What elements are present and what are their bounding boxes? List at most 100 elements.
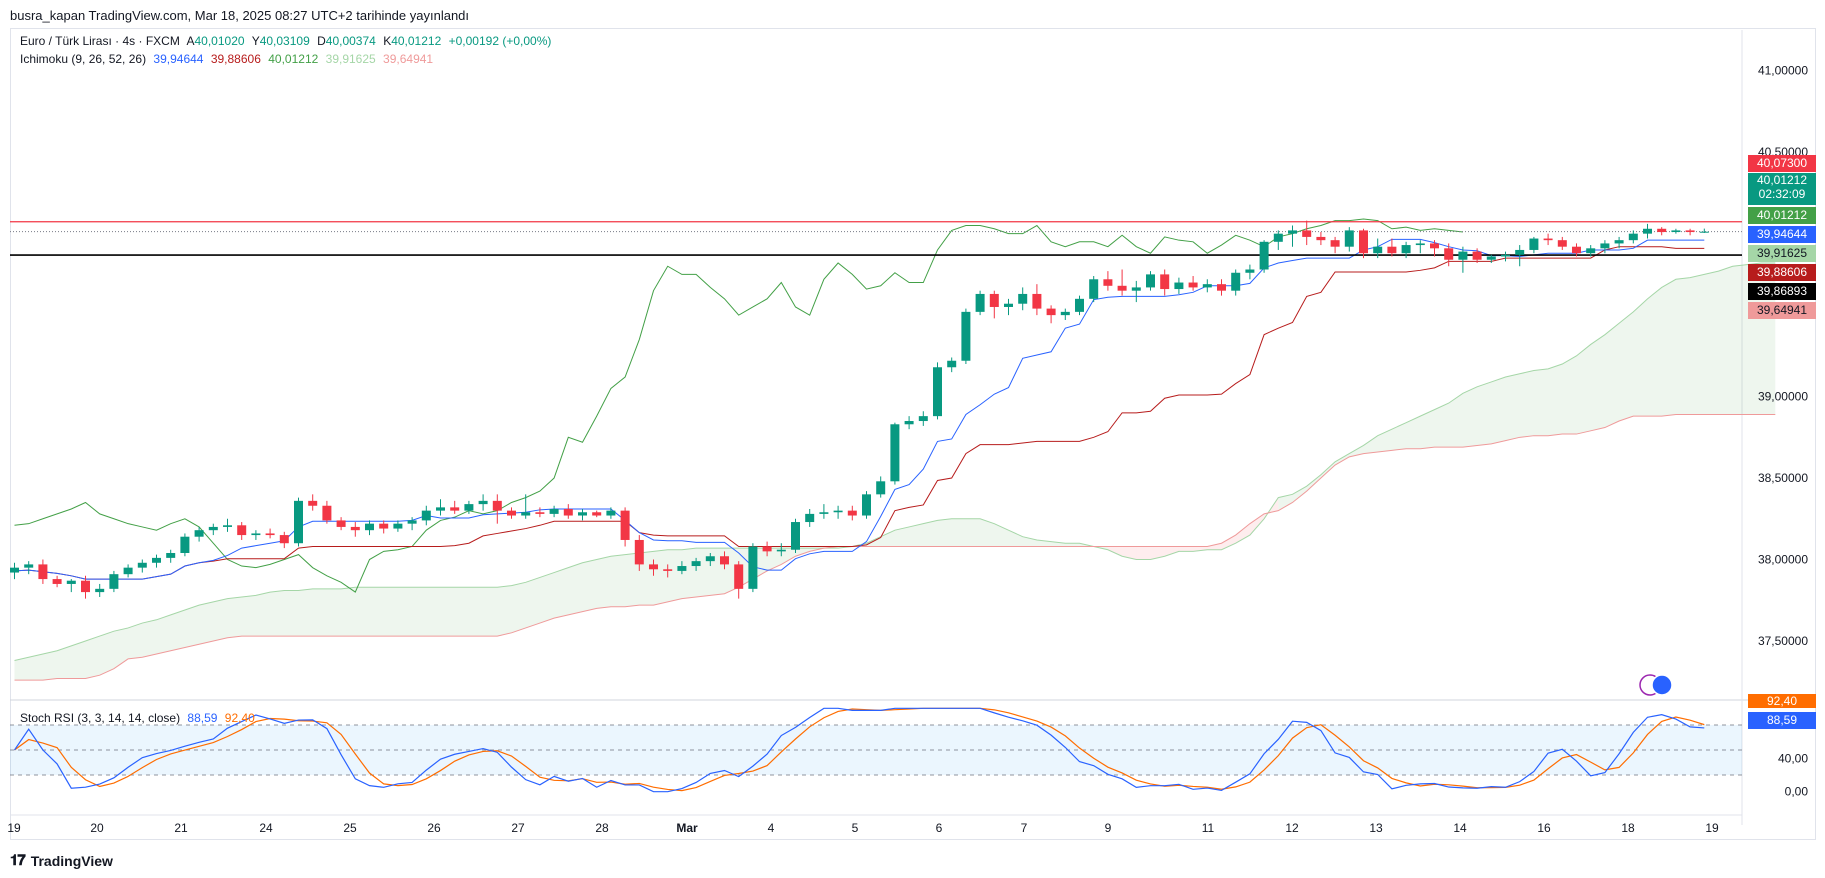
tradingview-logo-icon: 𝟏𝟕	[10, 852, 26, 869]
candle-body	[436, 507, 445, 511]
cloud-segment	[199, 601, 214, 645]
candle-body	[52, 579, 62, 584]
kijun-sen-line	[14, 246, 1705, 580]
cloud-segment	[1420, 409, 1435, 449]
candle-body	[1344, 230, 1354, 247]
candle-body	[1373, 246, 1383, 254]
candle-body	[1430, 243, 1439, 249]
candle-body	[918, 416, 928, 422]
candle-body	[677, 566, 687, 571]
candle-body	[649, 564, 658, 570]
brand-footer[interactable]: 𝟏𝟕 TradingView	[10, 852, 113, 869]
cloud-segment	[497, 585, 512, 637]
cloud-segment	[341, 587, 356, 637]
cloud-segment	[1562, 355, 1577, 435]
candle-body	[251, 533, 261, 536]
publish-info: busra_kapan TradingView.com, Mar 18, 202…	[10, 8, 470, 23]
cloud-segment	[1590, 334, 1605, 431]
cloud-segment	[312, 588, 327, 637]
time-axis-tick: 28	[595, 821, 609, 835]
senkou-span-b-line	[14, 414, 1776, 681]
cloud-segment	[1150, 546, 1165, 560]
time-axis-tick: 6	[936, 821, 943, 835]
bar-countdown: 02:32:09	[1758, 187, 1806, 201]
candle-body	[634, 539, 644, 565]
cloud-segment	[1008, 530, 1023, 547]
candle-body	[1330, 240, 1340, 247]
cloud-segment	[1491, 377, 1506, 444]
candle-body	[1174, 282, 1184, 290]
time-axis-tick: 7	[1021, 821, 1028, 835]
symbol-name[interactable]: Euro / Türk Lirası · 4s · FXCM	[20, 34, 180, 48]
time-axis-tick: 21	[174, 821, 188, 835]
time-axis-tick: 19	[7, 821, 21, 835]
candle-body	[1657, 228, 1667, 233]
candle-body	[66, 580, 76, 584]
candle-body	[720, 556, 729, 565]
cloud-segment	[1505, 373, 1520, 441]
cloud-segment	[951, 518, 966, 547]
ichimoku-name[interactable]: Ichimoku (9, 26, 52, 26)	[20, 52, 147, 66]
stoch-axis-tick: 40,00	[1778, 751, 1808, 765]
time-axis-tick: 13	[1369, 821, 1383, 835]
candle-body	[336, 520, 346, 527]
cloud-segment	[184, 605, 200, 648]
cloud-segment	[767, 548, 782, 571]
stoch-legend[interactable]: Stoch RSI (3, 3, 14, 14, close) 88,59 92…	[20, 711, 259, 725]
price-badge-support: 39,86893	[1748, 283, 1816, 300]
candle-body	[95, 588, 105, 593]
candle-body	[379, 523, 389, 529]
stoch-name[interactable]: Stoch RSI (3, 3, 14, 14, close)	[20, 711, 181, 725]
candle-body	[123, 567, 133, 575]
stoch-d-value: 92,40	[224, 711, 255, 725]
cloud-segment	[1690, 274, 1705, 415]
ichimoku-legend[interactable]: Ichimoku (9, 26, 52, 26) 39,94644 39,886…	[20, 52, 437, 66]
time-axis-tick: 27	[511, 821, 525, 835]
candle-body	[691, 561, 701, 567]
candle-body	[450, 507, 460, 511]
span-b-value: 39,64941	[383, 52, 434, 66]
open-value: 40,01020	[194, 34, 245, 48]
price-axis-tick: 38,00000	[1758, 553, 1808, 567]
cloud-segment	[426, 587, 441, 637]
cloud-segment	[71, 640, 86, 679]
cloud-segment	[284, 590, 299, 637]
cloud-segment	[965, 518, 981, 547]
candle-body	[1160, 274, 1170, 290]
cloud-segment	[1732, 264, 1747, 415]
cloud-segment	[326, 588, 342, 637]
cloud-segment	[1477, 381, 1492, 446]
candle-body	[1401, 245, 1411, 254]
cloud-segment	[582, 559, 597, 612]
candle-body	[1586, 248, 1596, 254]
candle-body	[308, 500, 318, 506]
candle-body	[1245, 269, 1255, 273]
cloud-segment	[923, 520, 938, 547]
candle-body	[492, 500, 502, 511]
candle-body	[1004, 303, 1013, 307]
candle-body	[10, 567, 19, 573]
stoch-badge-d: 92,40	[1748, 694, 1816, 708]
cloud-segment	[525, 577, 540, 628]
price-axis-tick: 39,00000	[1758, 390, 1808, 404]
time-axis-tick: 26	[427, 821, 441, 835]
candle-body	[1259, 241, 1269, 270]
cloud-segment	[610, 554, 626, 607]
time-axis-tick: 24	[259, 821, 273, 835]
cloud-segment	[894, 526, 910, 547]
senkou-span-a-line	[14, 262, 1776, 662]
candle-body	[947, 360, 957, 368]
candle-body	[152, 557, 161, 563]
cloud-segment	[397, 587, 413, 637]
cloud-segment	[994, 523, 1009, 547]
cloud-segment	[1107, 546, 1123, 557]
candle-body	[208, 526, 218, 531]
cloud-segment	[85, 636, 100, 679]
cloud-segment	[1533, 368, 1549, 436]
price-badge-high-line: 40,07300	[1748, 155, 1816, 172]
cloud-segment	[1164, 546, 1179, 557]
candle-body	[961, 311, 971, 361]
symbol-legend[interactable]: Euro / Türk Lirası · 4s · FXCM A40,01020…	[20, 34, 555, 48]
span-a-value: 39,91625	[325, 52, 376, 66]
